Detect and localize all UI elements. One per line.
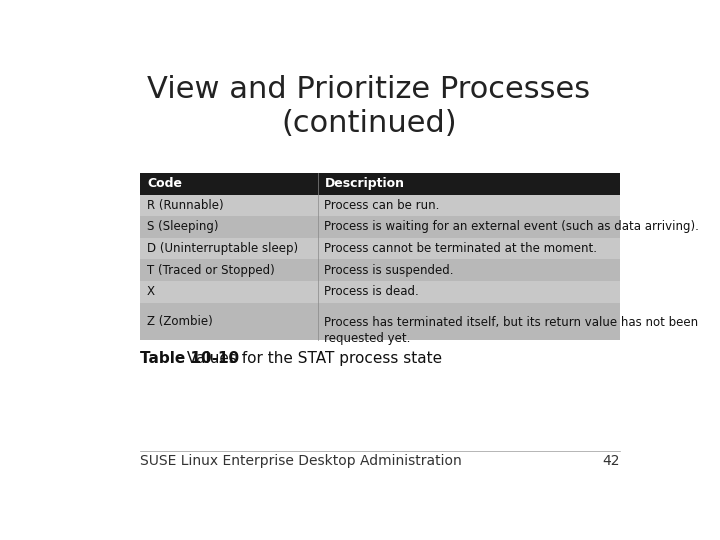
Text: Code: Code bbox=[147, 177, 182, 190]
Text: X: X bbox=[147, 285, 155, 298]
Text: View and Prioritize Processes
(continued): View and Prioritize Processes (continued… bbox=[148, 75, 590, 138]
Text: S (Sleeping): S (Sleeping) bbox=[147, 220, 218, 233]
Text: R (Runnable): R (Runnable) bbox=[147, 199, 223, 212]
Bar bbox=[140, 194, 620, 216]
Text: D (Uninterruptable sleep): D (Uninterruptable sleep) bbox=[147, 242, 298, 255]
Text: Table 10-10: Table 10-10 bbox=[140, 351, 239, 366]
Bar bbox=[140, 259, 620, 281]
Bar bbox=[140, 216, 620, 238]
Text: SUSE Linux Enterprise Desktop Administration: SUSE Linux Enterprise Desktop Administra… bbox=[140, 454, 462, 468]
Text: T (Traced or Stopped): T (Traced or Stopped) bbox=[147, 264, 274, 276]
Bar bbox=[140, 281, 620, 302]
Bar bbox=[140, 238, 620, 259]
Text: Process is dead.: Process is dead. bbox=[325, 285, 419, 298]
Text: Process has terminated itself, but its return value has not been: Process has terminated itself, but its r… bbox=[325, 316, 698, 329]
Text: requested yet.: requested yet. bbox=[325, 332, 411, 345]
Text: 42: 42 bbox=[603, 454, 620, 468]
Bar bbox=[140, 173, 620, 194]
Text: Process is waiting for an external event (such as data arriving).: Process is waiting for an external event… bbox=[325, 220, 699, 233]
Bar bbox=[140, 302, 620, 341]
Text: Process cannot be terminated at the moment.: Process cannot be terminated at the mome… bbox=[325, 242, 598, 255]
Text: Process is suspended.: Process is suspended. bbox=[325, 264, 454, 276]
Text: Process can be run.: Process can be run. bbox=[325, 199, 440, 212]
Text: Z (Zombie): Z (Zombie) bbox=[147, 315, 212, 328]
Text: Values for the STAT process state: Values for the STAT process state bbox=[182, 351, 442, 366]
Text: Description: Description bbox=[325, 177, 405, 190]
